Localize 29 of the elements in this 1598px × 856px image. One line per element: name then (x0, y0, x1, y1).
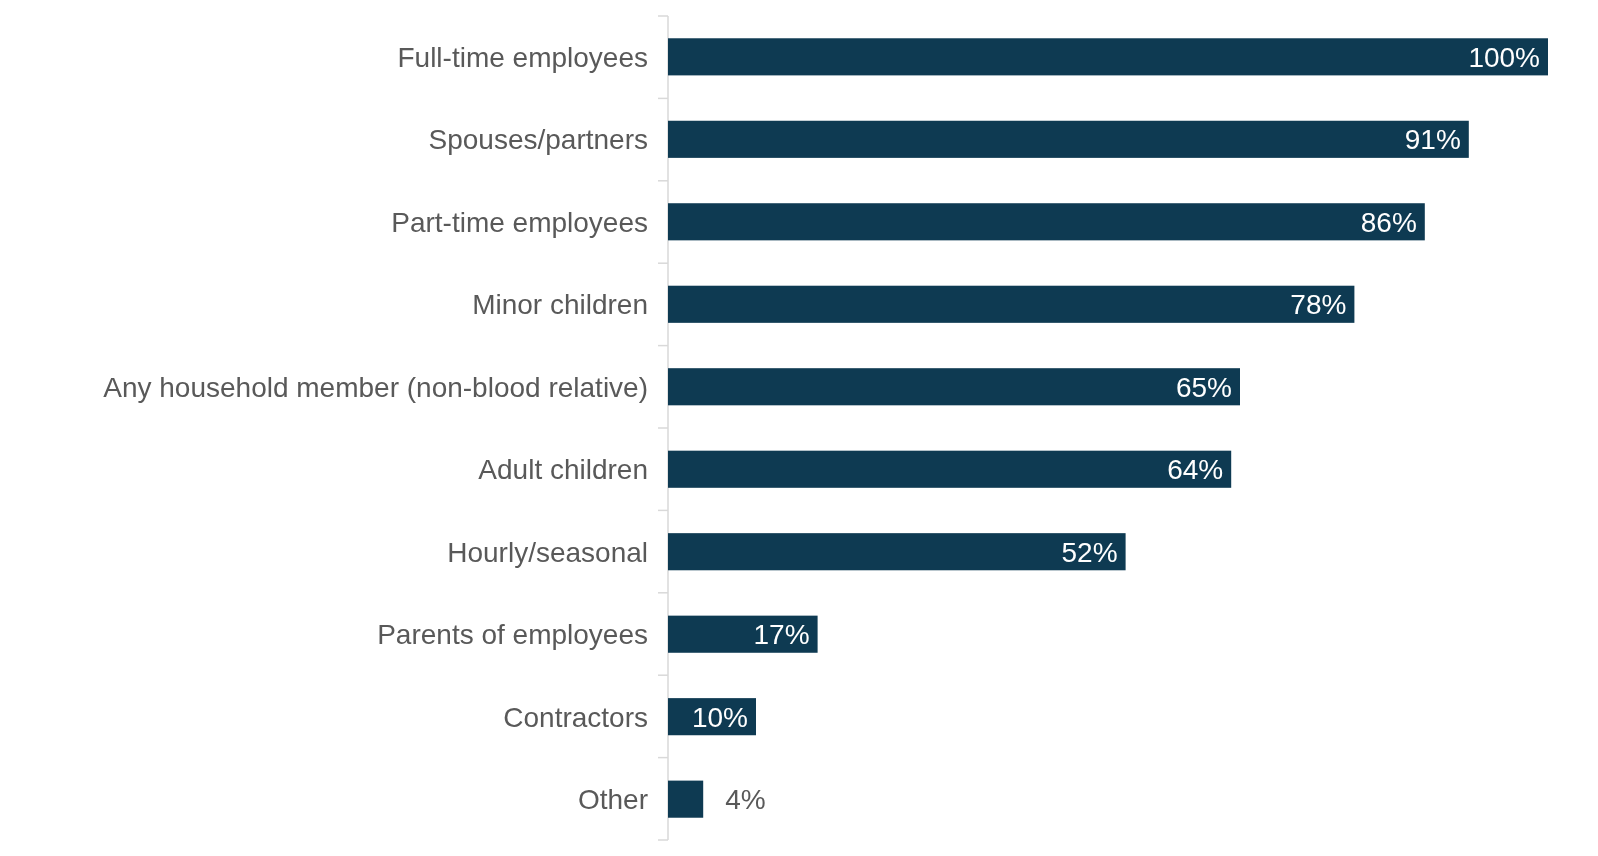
data-label: 100% (1468, 41, 1540, 73)
y-tick-label: Parents of employees (377, 619, 648, 651)
data-label: 65% (1175, 371, 1232, 403)
y-tick-label: Spouses/partners (428, 124, 648, 156)
y-tick-label: Adult children (478, 454, 648, 486)
y-tick-label: Part-time employees (391, 206, 648, 238)
bar (668, 615, 818, 653)
data-label: 17% (753, 619, 810, 651)
data-label: 91% (1404, 124, 1461, 156)
y-tick-label: Full-time employees (397, 41, 648, 73)
bar (668, 450, 1232, 488)
y-tick-label: Contractors (503, 701, 648, 733)
bar (668, 38, 1548, 76)
data-label: 10% (691, 701, 748, 733)
data-label: 86% (1360, 206, 1417, 238)
data-label: 4% (725, 784, 766, 816)
bar (668, 368, 1240, 406)
y-tick-label: Minor children (472, 289, 648, 321)
data-label: 64% (1167, 454, 1224, 486)
bar (668, 203, 1425, 241)
data-label: 78% (1290, 289, 1347, 321)
bar (668, 533, 1126, 571)
y-tick-label: Hourly/seasonal (447, 536, 648, 568)
bar (668, 780, 704, 818)
y-tick-label: Any household member (non-blood relative) (103, 371, 648, 403)
bar (668, 120, 1469, 158)
data-label: 52% (1061, 536, 1118, 568)
y-tick-label: Other (577, 784, 648, 816)
bar (668, 285, 1355, 323)
